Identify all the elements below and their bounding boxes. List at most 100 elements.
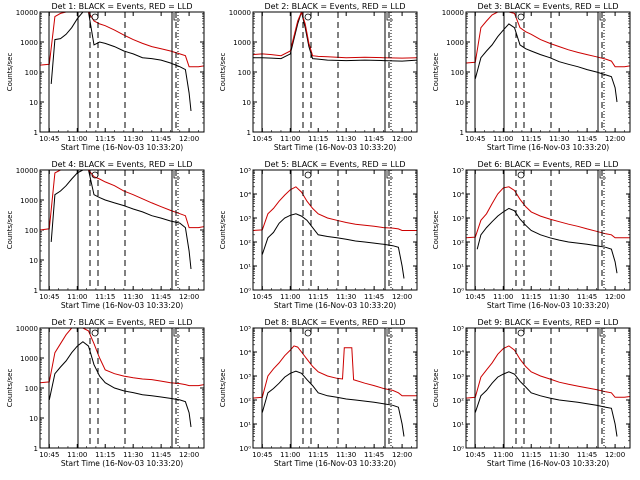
x-tick-label: 11:00 bbox=[280, 135, 300, 143]
attenuator-glyph bbox=[304, 13, 312, 21]
chart-panel-4: Det 4: BLACK = Events, RED = LLD 1 10 100 10… bbox=[6, 160, 205, 310]
chart-panel-9: Det 9: BLACK = Events, RED = LLD 10⁰ 10¹ 10… bbox=[432, 318, 631, 468]
y-tick-label: 10000 bbox=[229, 9, 251, 17]
x-tick-label: 10:45 bbox=[252, 135, 272, 143]
x-tick-label: 11:15 bbox=[95, 293, 115, 301]
x-tick-label: 11:45 bbox=[364, 451, 384, 459]
chart-panel-7: Det 7: BLACK = Events, RED = LLD 1 10 100 10… bbox=[6, 318, 205, 468]
series-line-lld bbox=[466, 186, 630, 239]
x-tick-label: 12:00 bbox=[179, 293, 199, 301]
x-tick-label: 11:45 bbox=[364, 135, 384, 143]
x-axis-label: Start Time (16-Nov-03 10:33:20) bbox=[61, 301, 183, 310]
attenuator-glyph bbox=[517, 13, 525, 21]
series-line-events bbox=[474, 23, 618, 103]
y-tick-label: 1000 bbox=[446, 39, 464, 47]
saa-glyph bbox=[173, 13, 180, 21]
y-tick-label: 100 bbox=[238, 69, 251, 77]
x-tick-label: 11:00 bbox=[493, 135, 513, 143]
y-axis-label: Counts/sec bbox=[432, 211, 440, 250]
y-tick-label: 10000 bbox=[16, 9, 38, 17]
y-tick-label: 10¹ bbox=[452, 263, 464, 271]
series-group bbox=[466, 345, 630, 437]
y-tick-label: 10 bbox=[29, 99, 38, 107]
y-tick-label: 10¹ bbox=[239, 263, 251, 271]
x-tick-label: 10:45 bbox=[465, 451, 485, 459]
y-tick-label: 10⁴ bbox=[452, 349, 464, 357]
x-tick-label: 11:45 bbox=[151, 293, 171, 301]
x-tick-label: 11:00 bbox=[493, 293, 513, 301]
y-tick-label: 10000 bbox=[16, 325, 38, 333]
x-tick-label: 10:45 bbox=[465, 135, 485, 143]
x-tick-label: 12:00 bbox=[605, 293, 625, 301]
y-axis-label: Counts/sec bbox=[432, 53, 440, 92]
y-tick-label: 1 bbox=[34, 287, 38, 295]
series-line-lld bbox=[253, 345, 417, 399]
chart-title: Det 8: BLACK = Events, RED = LLD bbox=[265, 318, 406, 327]
y-tick-label: 1 bbox=[34, 129, 38, 137]
x-tick-label: 11:30 bbox=[549, 451, 569, 459]
x-tick-label: 11:30 bbox=[123, 135, 143, 143]
x-tick-label: 11:00 bbox=[67, 293, 87, 301]
saa-glyph bbox=[386, 329, 393, 337]
attenuator-glyph bbox=[304, 171, 312, 179]
chart-panel-5: Det 5: BLACK = Events, RED = LLD 10⁰ 10¹ 10… bbox=[219, 160, 418, 310]
x-tick-label: 11:30 bbox=[123, 451, 143, 459]
series-line-lld bbox=[40, 328, 204, 387]
chart-title: Det 6: BLACK = Events, RED = LLD bbox=[478, 160, 619, 169]
x-tick-label: 10:45 bbox=[252, 293, 272, 301]
x-tick-label: 11:15 bbox=[521, 451, 541, 459]
y-tick-label: 10³ bbox=[452, 215, 464, 223]
plot-frame bbox=[252, 169, 418, 291]
saa-glyph bbox=[173, 329, 180, 337]
y-tick-label: 1000 bbox=[20, 197, 38, 205]
attenuator-glyph bbox=[91, 13, 99, 21]
series-group bbox=[40, 328, 204, 428]
x-tick-label: 12:00 bbox=[392, 135, 412, 143]
x-tick-label: 10:45 bbox=[39, 293, 59, 301]
y-axis-label: Counts/sec bbox=[432, 369, 440, 408]
x-tick-label: 11:15 bbox=[308, 293, 328, 301]
chart-panel-3: Det 3: BLACK = Events, RED = LLD 1 10 100 10… bbox=[432, 2, 631, 152]
x-tick-label: 11:30 bbox=[336, 451, 356, 459]
y-tick-label: 1000 bbox=[233, 39, 251, 47]
x-tick-label: 11:00 bbox=[493, 451, 513, 459]
series-line-events bbox=[474, 371, 618, 437]
y-axis-label: Counts/sec bbox=[6, 211, 14, 250]
x-tick-label: 12:00 bbox=[179, 451, 199, 459]
y-tick-label: 10² bbox=[452, 239, 464, 247]
y-tick-label: 10² bbox=[452, 397, 464, 405]
series-line-events bbox=[48, 341, 192, 428]
plot-frame bbox=[39, 169, 205, 291]
y-tick-label: 1000 bbox=[20, 39, 38, 47]
y-tick-label: 10⁴ bbox=[239, 191, 251, 199]
series-group bbox=[466, 12, 630, 103]
x-axis-label: Start Time (16-Nov-03 10:33:20) bbox=[274, 459, 396, 468]
plot-frame bbox=[465, 169, 631, 291]
x-tick-label: 11:15 bbox=[95, 135, 115, 143]
x-tick-label: 10:45 bbox=[252, 451, 272, 459]
chart-panel-8: Det 8: BLACK = Events, RED = LLD 10⁰ 10¹ 10… bbox=[219, 318, 418, 468]
series-group bbox=[253, 345, 417, 437]
series-line-lld bbox=[253, 186, 417, 231]
series-line-lld bbox=[40, 170, 204, 231]
chart-panel-1: Det 1: BLACK = Events, RED = LLD 1 10 100 10… bbox=[6, 2, 205, 152]
x-tick-label: 12:00 bbox=[605, 135, 625, 143]
chart-title: Det 5: BLACK = Events, RED = LLD bbox=[265, 160, 406, 169]
y-tick-label: 1 bbox=[460, 129, 464, 137]
x-tick-label: 12:00 bbox=[605, 451, 625, 459]
attenuator-glyph bbox=[91, 171, 99, 179]
y-tick-label: 10⁴ bbox=[452, 191, 464, 199]
y-tick-label: 10⁴ bbox=[239, 349, 251, 357]
series-line-events bbox=[50, 12, 192, 112]
x-tick-label: 11:15 bbox=[308, 451, 328, 459]
x-tick-label: 11:45 bbox=[151, 135, 171, 143]
x-tick-label: 11:45 bbox=[364, 293, 384, 301]
attenuator-glyph bbox=[517, 171, 525, 179]
y-tick-label: 100 bbox=[25, 69, 38, 77]
series-line-events bbox=[476, 207, 618, 274]
y-tick-label: 10³ bbox=[239, 373, 251, 381]
x-axis-label: Start Time (16-Nov-03 10:33:20) bbox=[61, 459, 183, 468]
plot-frame bbox=[465, 327, 631, 449]
series-line-events bbox=[50, 170, 192, 270]
